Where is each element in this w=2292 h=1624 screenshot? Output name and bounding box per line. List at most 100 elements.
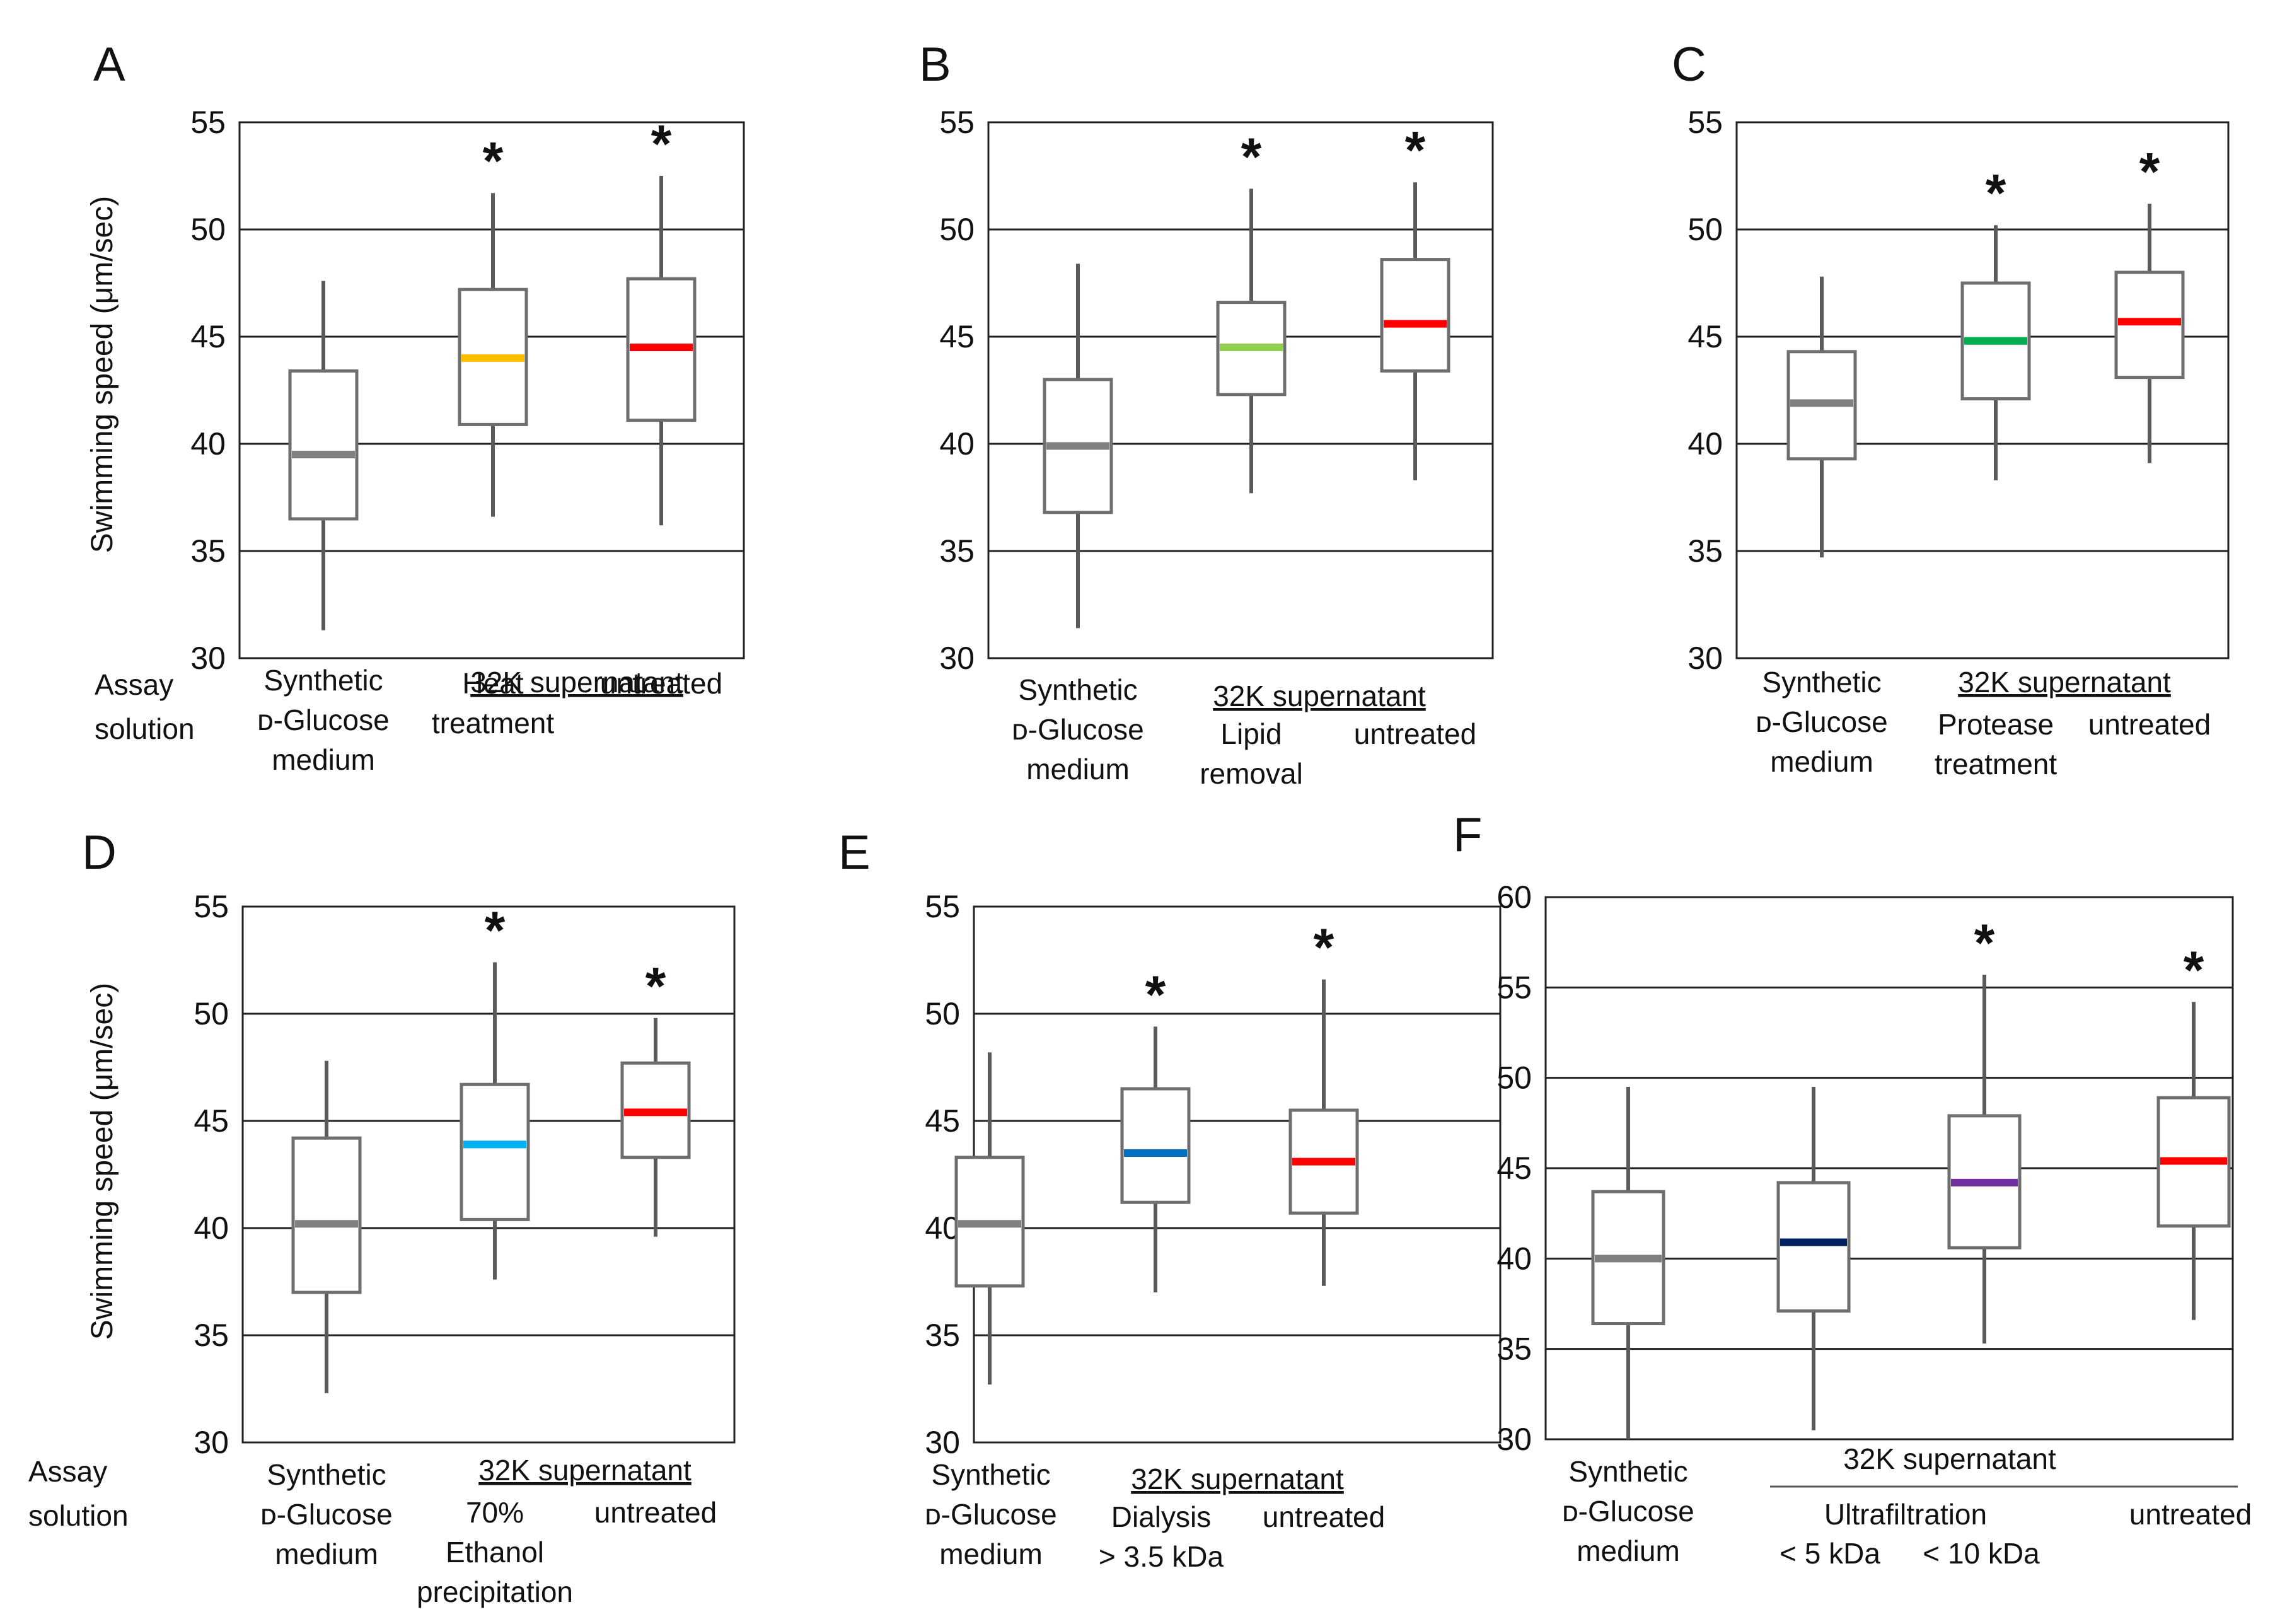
panel-a-group-label: 32K supernatant — [470, 666, 683, 699]
panel-c-ytick-45: 45 — [1687, 319, 1723, 354]
panel-d-group-label: 32K supernatant — [478, 1454, 692, 1487]
panel-b-ytick-30: 30 — [939, 641, 975, 676]
panel-d-series-1-significance-star: * — [485, 900, 506, 960]
panel-c-plot: 30 35 40 45 50 55 Synthetic ᴅ-Glucose medium * Pro… — [1687, 105, 2230, 780]
panel-f-ytick-40: 40 — [1496, 1241, 1532, 1276]
panel-b-group-label: 32K supernatant — [1213, 680, 1426, 712]
panel-d-ytick-45: 45 — [194, 1103, 229, 1139]
panel-f-series-1-label-line-0: < 5 kDa — [1780, 1537, 1880, 1570]
panel-f-series-0-label-line-0: Synthetic — [1568, 1455, 1687, 1488]
panel-c-series-2-label-line-0: untreated — [2088, 708, 2211, 741]
panel-a-ylabel: Swimming speed (μm/sec) — [86, 196, 119, 553]
panel-d-plot-frame — [241, 905, 736, 1444]
panel-a-ytick-45: 45 — [190, 319, 226, 354]
panel-d-series-1-label-line-2: precipitation — [417, 1575, 573, 1608]
panel-f-ytick-60: 60 — [1496, 879, 1532, 915]
panel-a-series-1-significance-star: * — [483, 131, 504, 190]
panel-a-letter: A — [93, 38, 125, 91]
panel-c-series-0-label-line-1: ᴅ-Glucose — [1756, 705, 1887, 738]
panel-f-series-3-label-line-0: untreated — [2129, 1498, 2252, 1531]
panel-f-series-2-label-line-0: < 10 kDa — [1923, 1537, 2040, 1570]
panel-d-series-0-label-line-1: ᴅ-Glucose — [260, 1498, 392, 1531]
panel-c-group-label: 32K supernatant — [1958, 666, 2171, 699]
panel-b-series-0-label-line-0: Synthetic — [1018, 673, 1137, 706]
panel-f-series-3-significance-star: * — [2184, 940, 2204, 999]
panel-b-ytick-45: 45 — [939, 319, 975, 354]
panel-d-series-1-label-line-1: Ethanol — [446, 1536, 544, 1569]
panel-b-plot-frame — [987, 121, 1494, 659]
panel-f-plot: 30 35 40 45 50 55 60 Synthetic ᴅ-Glucose medium < … — [1496, 879, 2252, 1570]
panel-a-assay-label-line2: solution — [95, 712, 195, 745]
panel-e-series-2-label-line-0: untreated — [1263, 1500, 1385, 1533]
panel-c: C 30 35 40 45 50 55 Synthetic ᴅ-Glucose medium * P… — [1672, 38, 2230, 780]
panel-f-plot-frame — [1544, 896, 2234, 1441]
panel-c-ytick-40: 40 — [1687, 426, 1723, 461]
panel-d-series-0-label-line-0: Synthetic — [267, 1458, 386, 1491]
panel-b-series-1-label-line-1: removal — [1200, 757, 1303, 790]
panel-e: E 30 35 40 45 50 55 Synthetic ᴅ-Glucose medium * D… — [838, 826, 1502, 1573]
panel-f-series-2-significance-star: * — [1974, 913, 1995, 972]
panel-a-series-2-significance-star: * — [651, 114, 672, 173]
panel-d-series-0-label-line-2: medium — [275, 1538, 378, 1570]
panel-f-group-label: 32K supernatant — [1843, 1442, 2056, 1475]
panel-b-series-2-label-line-0: untreated — [1354, 717, 1476, 750]
panel-a-ytick-30: 30 — [190, 641, 226, 676]
panel-e-ytick-30: 30 — [925, 1425, 960, 1460]
panel-b-ytick-50: 50 — [939, 212, 975, 247]
panel-d-ytick-35: 35 — [194, 1318, 229, 1353]
panel-a-series-0-label-line-2: medium — [272, 743, 375, 776]
panel-e-series-0-label-line-1: ᴅ-Glucose — [925, 1498, 1056, 1531]
panel-a-series-2-label-line-0: untreated — [600, 667, 722, 700]
panel-c-plot-frame — [1735, 121, 2230, 659]
panel-b-series-0-label-line-2: medium — [1026, 753, 1130, 786]
panel-b-ytick-40: 40 — [939, 426, 975, 461]
panel-d-assay-label-line2: solution — [28, 1499, 129, 1532]
panel-a-ytick-35: 35 — [190, 533, 226, 569]
panel-e-series-1-significance-star: * — [1145, 965, 1166, 1024]
panel-f-ytick-35: 35 — [1496, 1331, 1532, 1367]
panel-c-series-0-label-line-2: medium — [1770, 745, 1873, 778]
panel-e-ytick-45: 45 — [925, 1103, 960, 1139]
panel-e-series-2-significance-star: * — [1314, 918, 1334, 977]
panel-b-ytick-55: 55 — [939, 105, 975, 140]
panel-d-plot: 30 35 40 45 50 55 Synthetic ᴅ-Glucose medium * 70%… — [194, 889, 736, 1608]
panel-c-ytick-35: 35 — [1687, 533, 1723, 569]
panel-f-series-0-label-line-2: medium — [1577, 1534, 1680, 1567]
panel-d-ytick-55: 55 — [194, 889, 229, 924]
panel-e-ytick-35: 35 — [925, 1318, 960, 1353]
panel-a-ytick-50: 50 — [190, 212, 226, 247]
panel-f-ytick-50: 50 — [1496, 1060, 1532, 1096]
panel-d: D Swimming speed (μm/sec) 30 35 40 45 50 55 Sy… — [28, 826, 736, 1608]
panel-d-letter: D — [82, 826, 117, 879]
panel-e-letter: E — [838, 826, 871, 879]
panel-c-ytick-30: 30 — [1687, 641, 1723, 676]
panel-f-subgroup-label: Ultrafiltration — [1824, 1498, 1987, 1531]
panel-a: A Swimming speed (μm/sec) 30 35 40 45 50 55 Sy… — [86, 38, 745, 776]
panel-d-ytick-30: 30 — [194, 1425, 229, 1460]
panel-d-assay-label-line1: Assay — [28, 1455, 107, 1488]
panel-b: B 30 35 40 45 50 55 Synthetic ᴅ-Glucose medium * L… — [919, 38, 1494, 790]
panel-c-series-1-label-line-1: treatment — [1935, 748, 2058, 780]
panel-e-plot-frame — [973, 905, 1502, 1444]
panel-e-series-1-box — [1120, 1087, 1191, 1204]
panel-a-series-0-label-line-0: Synthetic — [263, 664, 383, 697]
panel-b-series-1-label-line-0: Lipid — [1220, 717, 1282, 750]
panel-d-ylabel: Swimming speed (μm/sec) — [86, 983, 119, 1340]
panel-b-series-2-significance-star: * — [1405, 120, 1426, 180]
panel-f-ytick-55: 55 — [1496, 970, 1532, 1005]
panel-e-series-1-label-line-0: Dialysis — [1111, 1500, 1211, 1533]
panel-e-series-1-label-line-1: > 3.5 kDa — [1099, 1540, 1224, 1573]
panel-e-ytick-50: 50 — [925, 996, 960, 1031]
panel-a-ytick-55: 55 — [190, 105, 226, 140]
panel-f-series-1-box — [1776, 1181, 1851, 1313]
panel-c-series-1-significance-star: * — [1986, 163, 2006, 223]
panel-e-group-label: 32K supernatant — [1131, 1463, 1344, 1495]
panel-a-series-1-label-line-1: treatment — [432, 707, 555, 740]
panel-a-series-1-label-line-0: Heat — [462, 667, 523, 700]
panel-c-series-1-label-line-0: Protease — [1938, 708, 2054, 741]
panel-c-letter: C — [1672, 38, 1706, 91]
panel-d-series-0-box — [291, 1136, 362, 1294]
panel-b-series-1-significance-star: * — [1241, 127, 1262, 186]
panel-e-ytick-55: 55 — [925, 889, 960, 924]
